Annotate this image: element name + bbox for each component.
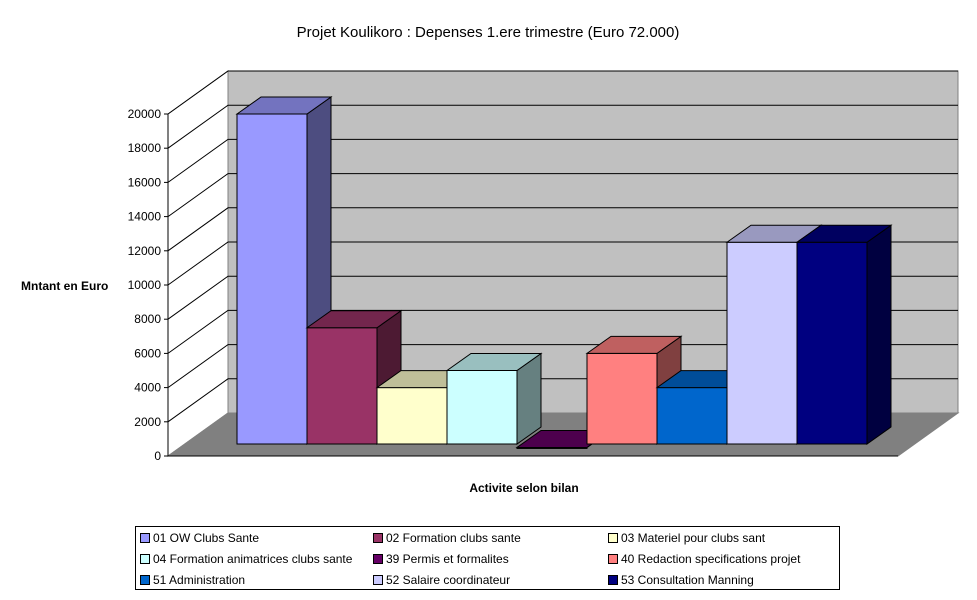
legend-label: 40 Redaction specifications projet — [621, 552, 801, 566]
legend-label: 51 Administration — [153, 573, 246, 587]
gridline — [167, 241, 958, 286]
legend-swatch — [373, 574, 383, 585]
bar — [445, 352, 543, 445]
gridline — [167, 173, 958, 218]
chart-title: Projet Koulikoro : Depenses 1.ere trimes… — [297, 24, 680, 41]
legend-item: 03 Materiel pour clubs sant — [608, 531, 765, 545]
legend-swatch — [140, 553, 150, 564]
legend-swatch — [608, 532, 618, 543]
legend-item: 01 OW Clubs Sante — [140, 531, 259, 545]
y-tick-label: 8000 — [134, 312, 161, 326]
legend-item: 52 Salaire coordinateur — [373, 573, 510, 587]
legend-swatch — [608, 553, 618, 564]
bar-top — [795, 224, 893, 243]
y-tick-label: 12000 — [128, 244, 162, 258]
legend-item: 53 Consultation Manning — [608, 573, 754, 587]
y-tick-label: 16000 — [128, 175, 162, 189]
chart-canvas: Projet Koulikoro : Depenses 1.ere trimes… — [21, 24, 960, 495]
bar-top — [445, 353, 543, 371]
legend-label: 02 Formation clubs sante — [386, 531, 521, 545]
legend-label: 39 Permis et formalites — [386, 552, 509, 566]
legend-label: 03 Materiel pour clubs sant — [621, 531, 766, 545]
y-axis-label: Mntant en Euro — [21, 279, 108, 293]
y-tick-label: 0 — [154, 449, 161, 463]
gridline — [167, 207, 958, 252]
y-tick-label: 6000 — [134, 346, 161, 360]
bar-side — [866, 224, 892, 445]
x-axis-label: Activite selon bilan — [469, 481, 578, 495]
legend: 01 OW Clubs Sante 02 Formation clubs sant… — [135, 526, 840, 590]
bar-front — [306, 327, 378, 445]
legend-label: 52 Salaire coordinateur — [386, 573, 511, 587]
gridline — [167, 104, 958, 149]
y-tick-label: 2000 — [134, 415, 161, 429]
bar-front — [586, 352, 658, 445]
bar-front — [446, 370, 518, 445]
bar — [795, 224, 893, 445]
gridline — [167, 70, 958, 115]
y-tick-label: 18000 — [128, 141, 162, 155]
y-tick-label: 10000 — [128, 278, 162, 292]
bar-front — [796, 241, 868, 445]
y-tick-label: 14000 — [128, 210, 162, 224]
legend-item: 40 Redaction specifications projet — [608, 552, 800, 566]
y-axis-ticks: 0 2000 4000 6000 8000 10000 12000 14000 16000 180… — [128, 107, 898, 463]
legend-label: 53 Consultation Manning — [621, 573, 754, 587]
y-tick-label: 20000 — [128, 107, 162, 121]
legend-item: 51 Administration — [140, 573, 245, 587]
gridlines — [167, 70, 958, 423]
legend-label: 01 OW Clubs Sante — [153, 531, 260, 545]
legend-swatch — [608, 574, 618, 585]
bar-front — [376, 387, 448, 445]
legend-item: 04 Formation animatrices clubs sante — [140, 552, 352, 566]
bar-front — [656, 387, 728, 445]
legend-swatch — [140, 574, 150, 585]
bar-top — [235, 96, 333, 115]
legend-item: 39 Permis et formalites — [373, 552, 509, 566]
legend-swatch — [373, 553, 383, 564]
gridline — [167, 138, 958, 183]
bars — [235, 96, 893, 449]
gridline — [167, 275, 958, 320]
legend-item: 02 Formation clubs sante — [373, 531, 521, 545]
bar-top — [585, 335, 683, 354]
bar-top — [305, 310, 403, 329]
y-tick-label: 4000 — [134, 381, 161, 395]
legend-swatch — [373, 532, 383, 543]
legend-swatch — [140, 532, 150, 543]
gridline — [167, 344, 958, 389]
bar-front — [236, 113, 308, 445]
bar-front — [726, 241, 798, 445]
gridline — [167, 309, 958, 354]
legend-label: 04 Formation animatrices clubs sante — [153, 552, 353, 566]
